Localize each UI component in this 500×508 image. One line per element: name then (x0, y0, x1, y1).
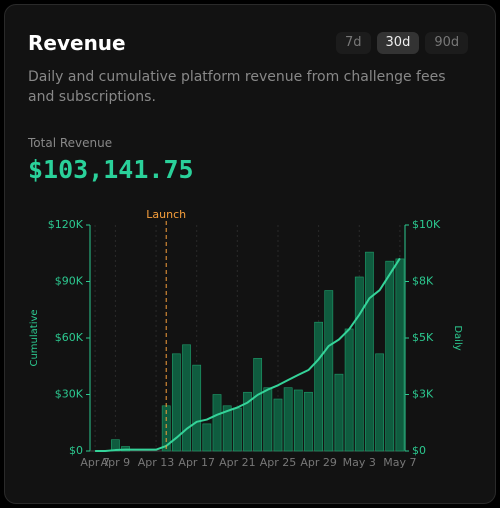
bar (304, 391, 313, 452)
y2-tick-label: $0 (412, 444, 426, 457)
range-button[interactable]: 30d (376, 32, 420, 54)
y2-tick-label: $3K (412, 388, 434, 401)
bar (273, 398, 283, 452)
x-tick-label: Apr 9 (101, 456, 131, 469)
bar (324, 290, 334, 452)
x-tick-label: Apr 25 (260, 456, 297, 469)
bar (222, 405, 232, 452)
y2-tick-label: $8K (412, 275, 434, 288)
bar (385, 260, 395, 452)
x-tick-label: May 7 (383, 456, 416, 469)
bar (182, 344, 191, 452)
y-tick-label: $30K (55, 388, 84, 401)
y-tick-label: $120K (48, 218, 84, 231)
bar (263, 387, 273, 452)
annotation-label: Launch (146, 208, 186, 221)
x-tick-label: Apr 7 (80, 456, 110, 469)
range-button[interactable]: 90d (425, 32, 469, 54)
card-title: Revenue (28, 31, 126, 55)
range-selector: 7d 30d 90d (336, 32, 469, 54)
x-tick-label: May 3 (343, 456, 376, 469)
bar (365, 251, 374, 452)
cumulative-line (95, 257, 401, 452)
bar (172, 353, 181, 452)
bar (212, 394, 222, 452)
y2-axis-label: Daily (452, 325, 463, 350)
bar (395, 258, 405, 452)
bar (192, 364, 202, 452)
bar (283, 387, 293, 452)
bar (354, 276, 364, 452)
x-tick-label: Apr 21 (219, 456, 256, 469)
bar (232, 407, 242, 452)
bar (293, 389, 303, 452)
x-tick-label: Apr 13 (138, 456, 175, 469)
bar (344, 328, 354, 452)
y-tick-label: $90K (55, 275, 84, 288)
total-value: $103,141.75 (28, 155, 194, 184)
y-tick-label: $60K (55, 331, 84, 344)
x-tick-label: Apr 17 (178, 456, 215, 469)
y-axis-label: Cumulative (29, 309, 40, 366)
range-button[interactable]: 7d (336, 32, 371, 54)
bar (253, 358, 263, 452)
total-label: Total Revenue (28, 136, 113, 150)
y2-tick-label: $5K (412, 331, 434, 344)
bar (202, 423, 212, 452)
bar (334, 373, 344, 452)
description: Daily and cumulative platform revenue fr… (28, 69, 446, 105)
bar (314, 321, 323, 452)
bar (375, 353, 384, 452)
y-tick-label: $0 (69, 444, 83, 457)
y2-tick-label: $10K (412, 218, 441, 231)
x-tick-label: Apr 29 (300, 456, 337, 469)
bar (243, 391, 252, 452)
